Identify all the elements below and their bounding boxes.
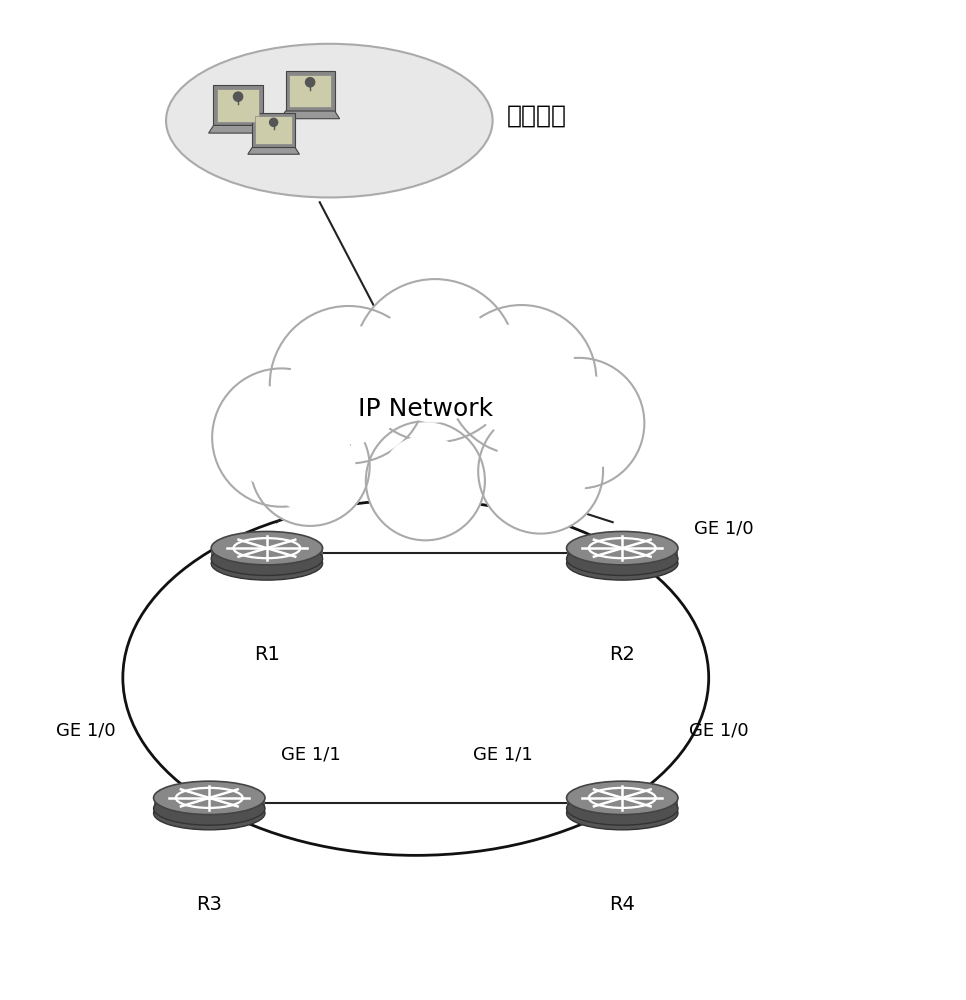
Polygon shape bbox=[217, 89, 259, 122]
Ellipse shape bbox=[212, 531, 323, 565]
Polygon shape bbox=[286, 71, 334, 111]
Ellipse shape bbox=[566, 531, 678, 565]
Text: IP Network: IP Network bbox=[357, 397, 493, 421]
Circle shape bbox=[381, 436, 470, 525]
Ellipse shape bbox=[212, 547, 323, 580]
Polygon shape bbox=[289, 75, 331, 107]
Polygon shape bbox=[280, 111, 340, 119]
Polygon shape bbox=[212, 551, 323, 559]
Text: R2: R2 bbox=[610, 645, 636, 664]
Circle shape bbox=[266, 422, 355, 511]
Text: GE 1/0: GE 1/0 bbox=[56, 722, 115, 740]
Ellipse shape bbox=[154, 781, 265, 815]
Ellipse shape bbox=[166, 44, 493, 197]
Circle shape bbox=[234, 92, 242, 101]
Circle shape bbox=[213, 368, 351, 507]
Ellipse shape bbox=[566, 542, 678, 575]
Circle shape bbox=[530, 374, 628, 472]
Ellipse shape bbox=[212, 542, 323, 575]
Text: R4: R4 bbox=[610, 895, 636, 914]
Polygon shape bbox=[566, 551, 678, 559]
Polygon shape bbox=[209, 125, 268, 133]
Polygon shape bbox=[154, 800, 265, 809]
Circle shape bbox=[270, 118, 277, 126]
Ellipse shape bbox=[566, 792, 678, 825]
Circle shape bbox=[366, 421, 485, 540]
Polygon shape bbox=[213, 85, 263, 125]
Ellipse shape bbox=[154, 792, 265, 825]
Circle shape bbox=[478, 409, 603, 534]
Ellipse shape bbox=[566, 796, 678, 830]
Circle shape bbox=[230, 386, 333, 489]
Circle shape bbox=[466, 324, 578, 436]
Circle shape bbox=[494, 424, 587, 518]
Circle shape bbox=[270, 306, 427, 464]
Ellipse shape bbox=[566, 781, 678, 815]
Text: GE 1/0: GE 1/0 bbox=[695, 520, 753, 538]
Circle shape bbox=[290, 326, 408, 444]
Text: R1: R1 bbox=[254, 645, 280, 664]
Circle shape bbox=[354, 279, 517, 442]
Text: GE 1/0: GE 1/0 bbox=[690, 722, 749, 740]
Polygon shape bbox=[252, 113, 296, 148]
Ellipse shape bbox=[566, 547, 678, 580]
Text: GE 1/1: GE 1/1 bbox=[473, 746, 533, 764]
Circle shape bbox=[374, 300, 497, 422]
Text: GE 1/1: GE 1/1 bbox=[281, 746, 341, 764]
Polygon shape bbox=[566, 800, 678, 809]
Circle shape bbox=[250, 407, 370, 526]
Ellipse shape bbox=[154, 796, 265, 830]
Circle shape bbox=[446, 305, 596, 455]
Circle shape bbox=[514, 358, 644, 488]
Text: 网管系统: 网管系统 bbox=[507, 104, 567, 128]
Text: R3: R3 bbox=[196, 895, 222, 914]
Polygon shape bbox=[248, 148, 299, 154]
Polygon shape bbox=[255, 116, 292, 144]
Circle shape bbox=[305, 78, 315, 87]
